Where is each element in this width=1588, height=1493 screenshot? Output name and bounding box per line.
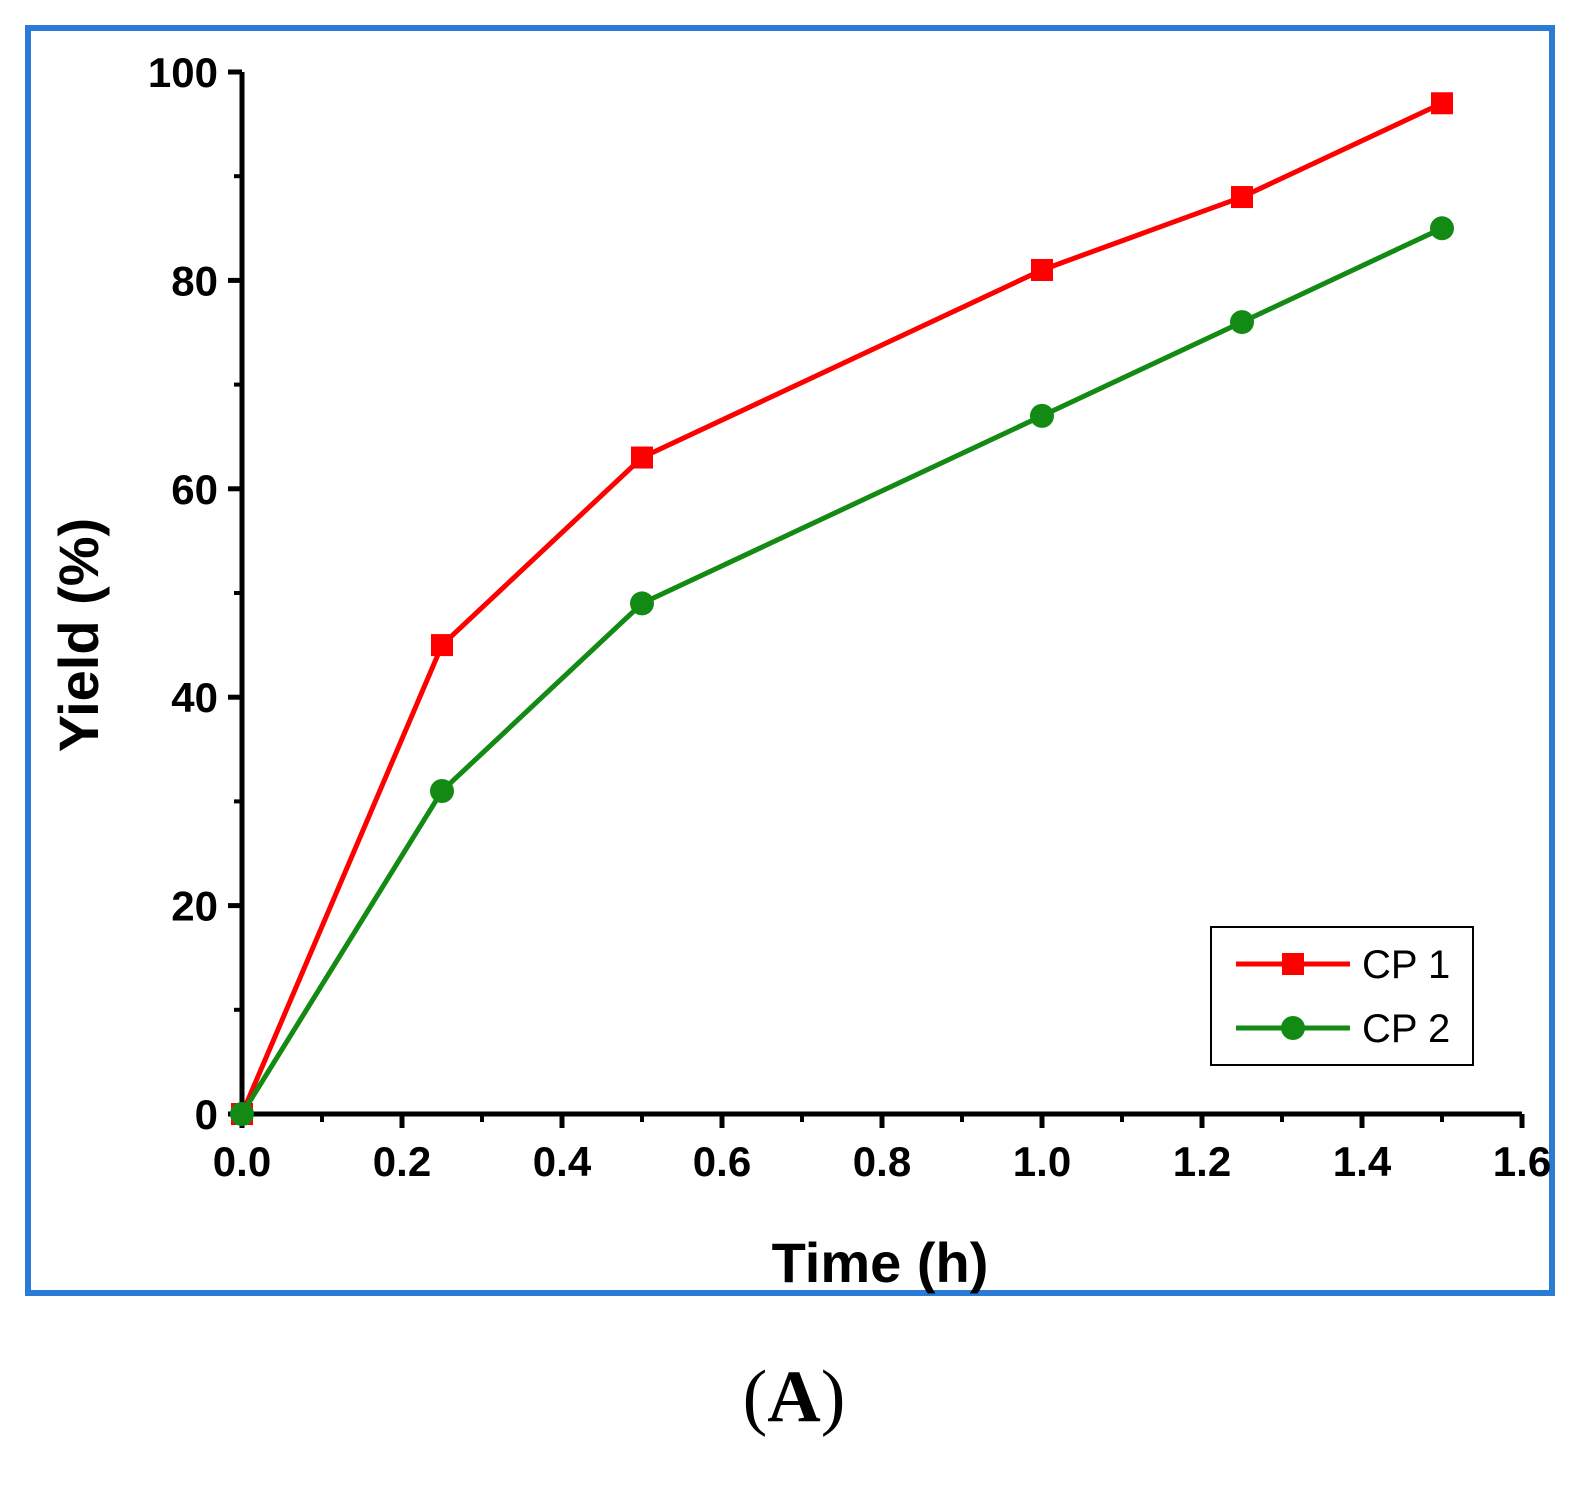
data-point-cp-1 xyxy=(1031,258,1053,281)
caption-open-paren: ( xyxy=(742,1356,768,1438)
data-point-cp-2 xyxy=(430,778,454,803)
x-tick-label: 0.4 xyxy=(533,1138,592,1185)
data-point-cp-1 xyxy=(1231,186,1253,209)
y-axis-title: Yield (%) xyxy=(47,518,110,752)
x-tick-label: 1.0 xyxy=(1013,1138,1071,1185)
x-tick-label: 0.2 xyxy=(373,1138,431,1185)
data-point-cp-1 xyxy=(1431,92,1453,115)
plot-area xyxy=(230,92,1454,1126)
legend: CP 1 CP 2 xyxy=(1210,926,1474,1066)
figure-frame xyxy=(25,25,1555,1296)
data-point-cp-2 xyxy=(230,1102,254,1126)
legend-label-cp-2: CP 2 xyxy=(1362,1007,1450,1051)
x-tick-label: 0.8 xyxy=(853,1138,911,1185)
x-axis-title: Time (h) xyxy=(772,1231,989,1294)
x-tick-label: 1.4 xyxy=(1333,1138,1392,1185)
x-tick-label: 1.6 xyxy=(1493,1138,1551,1185)
data-point-cp-2 xyxy=(1430,216,1454,241)
x-tick-label: 0.0 xyxy=(213,1138,271,1185)
y-tick-label: 100 xyxy=(148,49,218,96)
axes: 0.0 0.2 0.4 0.6 0.8 1.0 1.2 1.4 1.6 0 20 40 60 80 100 xyxy=(148,49,1551,1185)
data-point-cp-2 xyxy=(1030,403,1054,428)
data-point-cp-1 xyxy=(431,634,453,657)
y-tick-label: 80 xyxy=(171,257,218,304)
legend-marker-cp-1 xyxy=(1282,953,1304,975)
figure-caption: (A) xyxy=(0,1355,1588,1440)
legend-marker-cp-2 xyxy=(1281,1016,1305,1040)
y-tick-label: 40 xyxy=(171,674,218,721)
legend-box xyxy=(1210,926,1474,1066)
data-point-cp-2 xyxy=(630,591,654,616)
caption-close-paren: ) xyxy=(820,1356,846,1438)
legend-label-cp-1: CP 1 xyxy=(1362,943,1450,987)
y-tick-label: 60 xyxy=(171,466,218,513)
caption-label: A xyxy=(767,1356,821,1438)
x-tick-label: 0.6 xyxy=(693,1138,751,1185)
y-tick-label: 20 xyxy=(171,883,218,930)
x-tick-label: 1.2 xyxy=(1173,1138,1231,1185)
data-point-cp-1 xyxy=(631,446,653,469)
data-point-cp-2 xyxy=(1230,310,1254,335)
series-line-cp-2 xyxy=(239,226,1444,1116)
series-line-cp-1 xyxy=(239,100,1444,1115)
y-tick-label: 0 xyxy=(195,1091,218,1138)
